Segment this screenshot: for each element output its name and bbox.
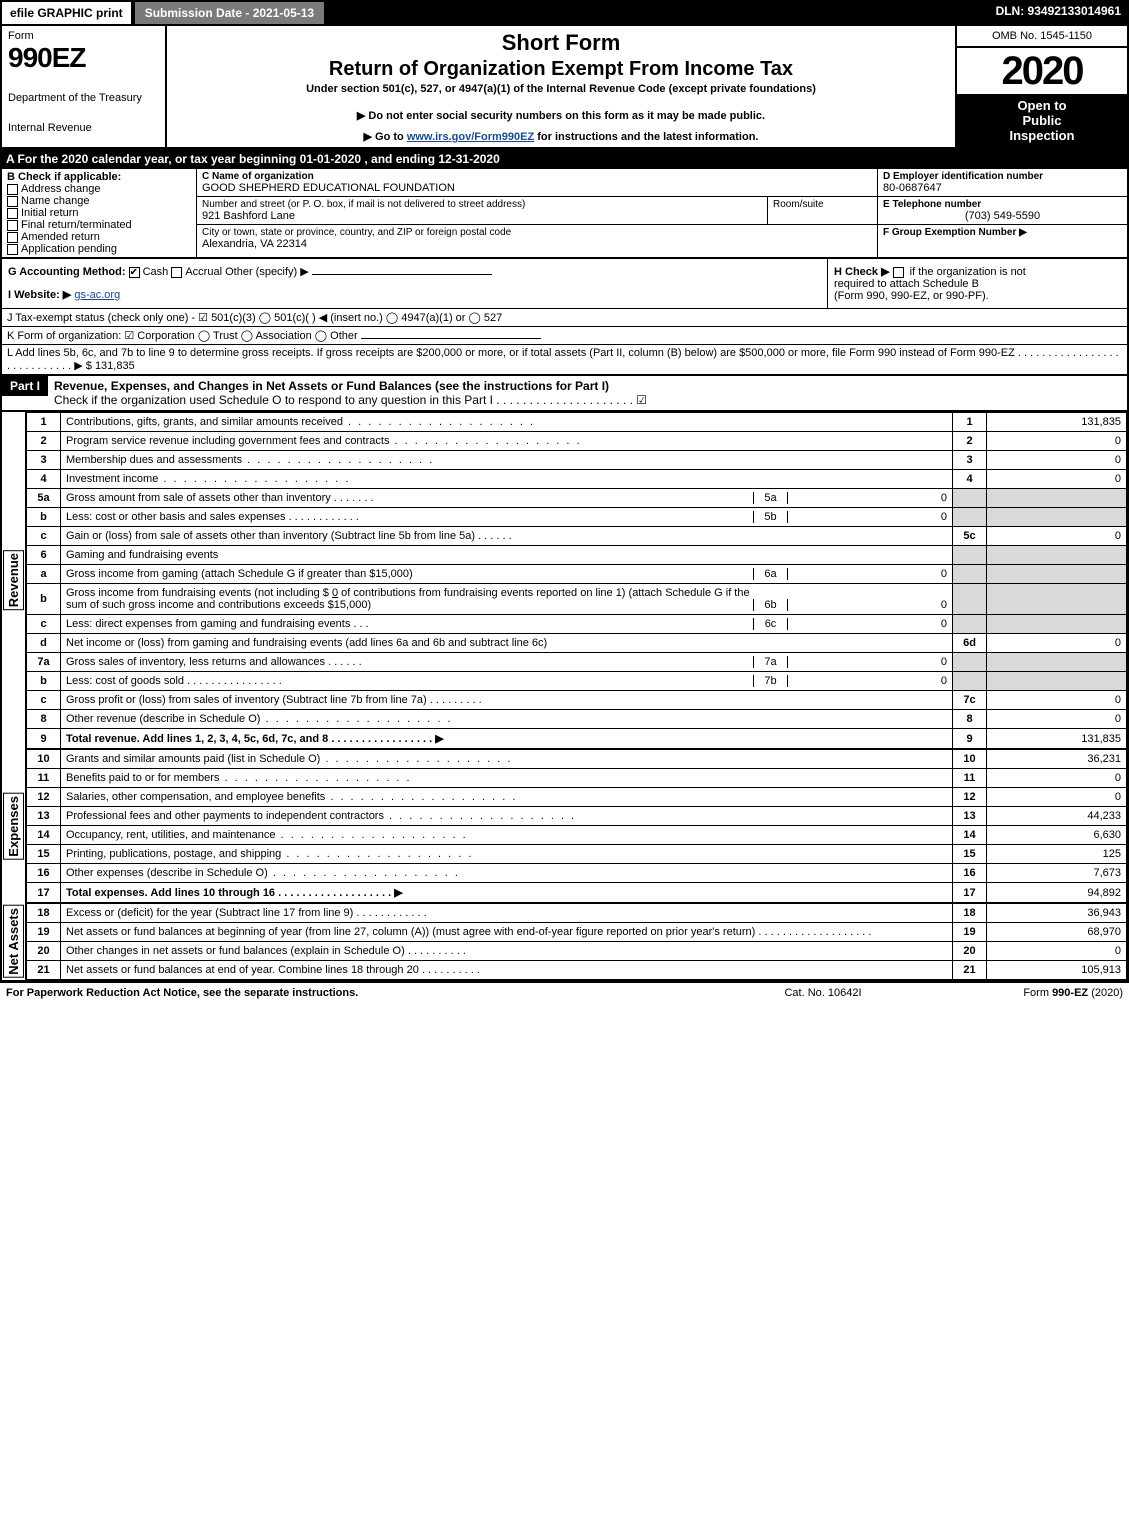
header-right: OMB No. 1545-1150 2020 Open to Public In… (957, 26, 1127, 147)
col-b: B Check if applicable: Address change Na… (2, 169, 197, 257)
cb-final[interactable]: Final return/terminated (7, 219, 191, 231)
netassets-table: 18Excess or (deficit) for the year (Subt… (26, 903, 1127, 980)
line-j: J Tax-exempt status (check only one) - ☑… (2, 308, 1127, 326)
header-left: Form 990EZ Department of the Treasury In… (2, 26, 167, 147)
website-link[interactable]: gs-ac.org (74, 289, 120, 301)
goto-line: ▶ Go to www.irs.gov/Form990EZ for instru… (175, 130, 947, 143)
grp-label: F Group Exemption Number ▶ (883, 227, 1122, 238)
cb-name[interactable]: Name change (7, 195, 191, 207)
public: Public (961, 113, 1123, 128)
g-label: G Accounting Method: (8, 266, 126, 278)
revenue-vlabel: Revenue (3, 550, 24, 610)
section-gh: G Accounting Method: Cash Accrual Other … (0, 259, 1129, 376)
part1-header: Part I Revenue, Expenses, and Changes in… (0, 376, 1129, 412)
form-number: 990EZ (8, 42, 159, 74)
cb-amended[interactable]: Amended return (7, 231, 191, 243)
dept-treasury: Department of the Treasury (8, 92, 159, 104)
part1-title: Revenue, Expenses, and Changes in Net As… (54, 379, 1121, 393)
line-a-taxyear: A For the 2020 calendar year, or tax yea… (0, 149, 1129, 169)
i-label: I Website: ▶ (8, 289, 71, 301)
page-footer: For Paperwork Reduction Act Notice, see … (0, 982, 1129, 1003)
cb-initial[interactable]: Initial return (7, 207, 191, 219)
part1-check: Check if the organization used Schedule … (54, 393, 1121, 407)
name-label: C Name of organization (202, 171, 872, 182)
top-bar: efile GRAPHIC print Submission Date - 20… (0, 0, 1129, 26)
org-name: GOOD SHEPHERD EDUCATIONAL FOUNDATION (202, 182, 872, 194)
header-center: Short Form Return of Organization Exempt… (167, 26, 957, 147)
form-label: Form (8, 30, 159, 42)
h-label: H Check ▶ (834, 266, 890, 278)
expenses-vlabel: Expenses (3, 793, 24, 860)
tel-label: E Telephone number (883, 199, 1122, 210)
goto-pre: ▶ Go to (364, 131, 407, 143)
netassets-section: Net Assets 18Excess or (deficit) for the… (0, 903, 1129, 982)
revenue-table: 1Contributions, gifts, grants, and simil… (26, 412, 1127, 749)
city-label: City or town, state or province, country… (202, 227, 872, 238)
h-text1: if the organization is not (910, 266, 1026, 278)
netassets-vlabel: Net Assets (3, 905, 24, 978)
dept-irs: Internal Revenue (8, 122, 159, 134)
other-input[interactable] (312, 274, 492, 275)
col-b-title: B Check if applicable: (7, 171, 191, 183)
ein-label: D Employer identification number (883, 171, 1122, 182)
title-short-form: Short Form (175, 30, 947, 56)
open-to: Open to (961, 98, 1123, 113)
form-header: Form 990EZ Department of the Treasury In… (0, 26, 1129, 149)
revenue-section: Revenue 1Contributions, gifts, grants, a… (0, 412, 1129, 749)
omb-number: OMB No. 1545-1150 (957, 26, 1127, 48)
h-text2: required to attach Schedule B (834, 278, 979, 290)
form-ref: Form 990-EZ (2020) (923, 987, 1123, 999)
room-label: Room/suite (773, 199, 872, 210)
cat-no: Cat. No. 10642I (723, 987, 923, 999)
street-label: Number and street (or P. O. box, if mail… (202, 199, 762, 210)
line-l: L Add lines 5b, 6c, and 7b to line 9 to … (2, 344, 1127, 374)
cb-pending[interactable]: Application pending (7, 243, 191, 255)
paperwork-notice: For Paperwork Reduction Act Notice, see … (6, 987, 723, 999)
section-bcd: B Check if applicable: Address change Na… (0, 169, 1129, 259)
ein: 80-0687647 (883, 182, 1122, 194)
line-k: K Form of organization: ☑ Corporation ◯ … (2, 326, 1127, 344)
irs-link[interactable]: www.irs.gov/Form990EZ (407, 131, 534, 143)
col-c: C Name of organization GOOD SHEPHERD EDU… (197, 169, 877, 257)
tel: (703) 549-5590 (883, 210, 1122, 222)
tax-year: 2020 (957, 48, 1127, 94)
h-text3: (Form 990, 990-EZ, or 990-PF). (834, 290, 989, 302)
title-return: Return of Organization Exempt From Incom… (175, 58, 947, 81)
inspection-box: Open to Public Inspection (957, 94, 1127, 147)
dln-number: DLN: 93492133014961 (988, 0, 1129, 26)
inspection: Inspection (961, 128, 1123, 143)
other-org-input[interactable] (361, 338, 541, 339)
cb-cash[interactable]: Cash (129, 266, 169, 278)
subtitle: Under section 501(c), 527, or 4947(a)(1)… (175, 83, 947, 95)
efile-label[interactable]: efile GRAPHIC print (0, 0, 133, 26)
line-l-amount: 131,835 (95, 360, 135, 372)
ssn-notice: ▶ Do not enter social security numbers o… (175, 109, 947, 122)
cb-h[interactable] (893, 267, 904, 278)
other-specify: Other (specify) ▶ (225, 266, 309, 278)
expenses-table: 10Grants and similar amounts paid (list … (26, 749, 1127, 903)
city: Alexandria, VA 22314 (202, 238, 872, 250)
submission-date: Submission Date - 2021-05-13 (133, 0, 326, 26)
street: 921 Bashford Lane (202, 210, 762, 222)
goto-post: for instructions and the latest informat… (534, 131, 758, 143)
part1-label: Part I (2, 376, 48, 396)
cb-accrual[interactable]: Accrual (171, 266, 222, 278)
spacer (326, 0, 987, 26)
cb-address[interactable]: Address change (7, 183, 191, 195)
expenses-section: Expenses 10Grants and similar amounts pa… (0, 749, 1129, 903)
col-d: D Employer identification number 80-0687… (877, 169, 1127, 257)
